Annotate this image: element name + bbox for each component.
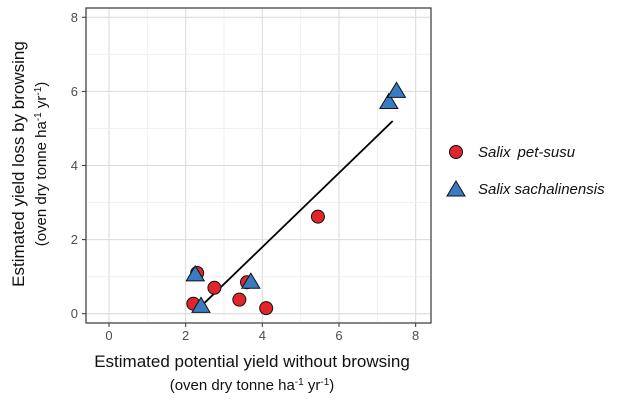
x-tick-label: 8	[412, 328, 419, 343]
grid-lines	[86, 8, 431, 323]
point-salix-sachalinensis	[240, 272, 261, 289]
y-axis-ticks: 0 2 4 6 8	[71, 10, 86, 321]
x-tick-label: 4	[259, 328, 266, 343]
trend-line	[200, 120, 394, 307]
legend: Salix pet-susu Salix sachalinensis	[446, 144, 605, 198]
point-salix-pet-susu	[310, 209, 325, 224]
legend-circle-marker	[449, 145, 463, 159]
point-salix-sachalinensis	[191, 296, 211, 313]
legend-item-salix-sachalinensis: Salix sachalinensis	[446, 180, 605, 198]
x-axis-title-units: (oven dry tonne ha-1 yr-1)	[170, 377, 335, 395]
legend-label-salix-sachalinensis: Salix sachalinensis	[478, 181, 605, 198]
x-axis-title: Estimated potential yield without browsi…	[94, 352, 410, 371]
y-tick-label: 8	[71, 10, 78, 25]
point-salix-pet-susu	[207, 280, 222, 295]
x-axis-ticks: 0 2 4 6 8	[105, 323, 419, 343]
x-tick-label: 6	[335, 328, 342, 343]
point-salix-pet-susu	[232, 292, 247, 307]
legend-label-salix-pet-susu: Salix pet-susu	[478, 144, 576, 161]
point-salix-pet-susu	[259, 301, 274, 316]
y-axis-title-units: (oven dry tonne ha-1 yr-1)	[33, 82, 51, 247]
y-tick-label: 2	[71, 232, 78, 247]
trend-line-group	[200, 120, 394, 307]
point-salix-sachalinensis	[185, 264, 206, 282]
legend-triangle-marker	[446, 180, 466, 197]
y-tick-label: 0	[71, 306, 78, 321]
x-tick-label: 0	[105, 328, 112, 343]
y-tick-label: 4	[71, 158, 78, 173]
y-axis-title: Estimated yield loss by browsing	[9, 41, 28, 287]
point-salix-sachalinensis	[378, 92, 399, 109]
legend-item-salix-pet-susu: Salix pet-susu	[449, 144, 576, 161]
x-tick-label: 2	[182, 328, 189, 343]
data-points	[185, 81, 407, 316]
y-tick-label: 6	[71, 84, 78, 99]
point-salix-sachalinensis	[386, 81, 407, 98]
